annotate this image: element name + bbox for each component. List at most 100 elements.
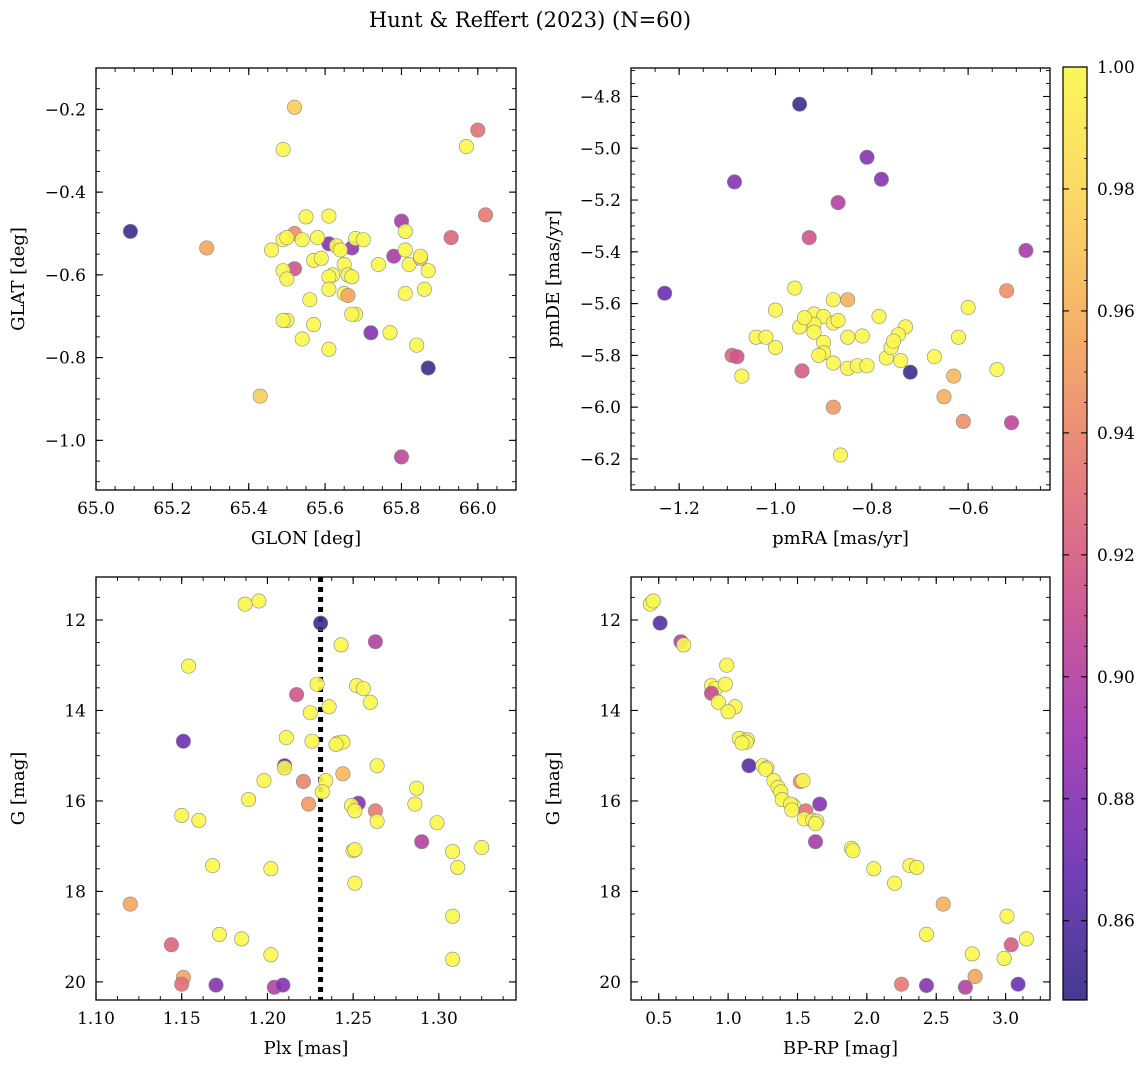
y-tick-label: 16: [64, 792, 86, 812]
x-tick-label: 1.5: [784, 1009, 811, 1029]
data-point: [734, 368, 750, 384]
data-point: [347, 803, 363, 819]
data-point: [871, 308, 887, 324]
data-point: [344, 269, 360, 285]
data-point: [313, 250, 329, 266]
data-point: [397, 242, 413, 258]
data-point: [335, 766, 351, 782]
axes-frame: [630, 67, 1051, 491]
y-tick-label: 18: [599, 882, 621, 902]
data-point: [321, 208, 337, 224]
x-tick-label: 1.25: [334, 1009, 372, 1029]
x-tick-label: 66.0: [459, 499, 497, 519]
y-tick-label: −5.0: [580, 139, 621, 159]
data-point: [445, 908, 461, 924]
y-tick-label: −0.4: [45, 183, 86, 203]
data-point: [859, 358, 875, 374]
data-point: [252, 388, 268, 404]
y-axis-label: G [mag]: [543, 752, 564, 825]
data-point: [710, 694, 726, 710]
x-tick-label: 1.0: [715, 1009, 742, 1029]
data-point: [825, 399, 841, 415]
data-point: [873, 171, 889, 187]
data-point: [807, 816, 823, 832]
data-point: [355, 232, 371, 248]
x-tick-label: 65.8: [383, 499, 421, 519]
y-tick-label: 12: [64, 611, 86, 631]
data-point: [767, 302, 783, 318]
data-point: [321, 699, 337, 715]
data-point: [726, 174, 742, 190]
data-point: [237, 596, 253, 612]
data-point: [211, 926, 227, 942]
data-point: [787, 280, 803, 296]
data-point: [935, 896, 951, 912]
data-point: [416, 281, 432, 297]
data-point: [458, 139, 474, 155]
data-point: [174, 807, 190, 823]
y-tick-label: −6.0: [580, 398, 621, 418]
x-tick-label: −0.8: [851, 499, 892, 519]
panel-glon-glat: 65.0 65.2 65.4 65.6 65.8 66.0 −0.2 −0.4 −0.6 −0.8…: [8, 67, 517, 549]
panels: 65.0 65.2 65.4 65.6 65.8 66.0 −0.2 −0.4 −0.6 −0.8…: [8, 67, 1051, 1059]
y-tick-label: −4.8: [580, 87, 621, 107]
axes-frame: [95, 67, 517, 491]
data-point: [407, 796, 423, 812]
data-point: [314, 784, 330, 800]
data-point: [811, 347, 827, 363]
data-point: [830, 312, 846, 328]
data-point: [412, 248, 428, 264]
y-tick-label: −5.4: [580, 243, 621, 263]
x-tick-label: −1.0: [755, 499, 796, 519]
data-point: [729, 349, 745, 365]
y-tick-label: −1.0: [45, 431, 86, 451]
data-point: [294, 232, 310, 248]
x-tick-label: −0.6: [947, 499, 988, 519]
data-point: [717, 676, 733, 692]
data-point: [926, 349, 942, 365]
data-point: [801, 230, 817, 246]
data-point: [286, 99, 302, 115]
data-point: [477, 207, 493, 223]
data-point: [902, 364, 918, 380]
data-point: [191, 812, 207, 828]
x-tick-label: 2.0: [853, 1009, 880, 1029]
data-point: [845, 843, 861, 859]
data-point: [825, 292, 841, 308]
data-point: [275, 977, 291, 993]
colorbar-tick-label: 0.92: [1097, 546, 1135, 566]
figure-title: Hunt & Reffert (2023) (N=60): [369, 8, 691, 32]
data-point: [414, 834, 430, 850]
data-point: [208, 977, 224, 993]
data-point: [960, 299, 976, 315]
data-point: [936, 389, 952, 405]
data-point: [328, 736, 344, 752]
data-point: [832, 447, 848, 463]
data-point: [657, 285, 673, 301]
y-tick-label: −6.2: [580, 450, 621, 470]
x-tick-label: 0.5: [645, 1009, 672, 1029]
colorbar-tick-label: 0.94: [1097, 424, 1135, 444]
data-point: [794, 363, 810, 379]
data-point: [313, 615, 329, 631]
data-point: [333, 637, 349, 653]
data-point: [181, 658, 197, 674]
data-point: [840, 329, 856, 345]
y-tick-label: 20: [64, 973, 86, 993]
data-point: [1010, 976, 1026, 992]
data-point: [302, 292, 318, 308]
y-tick-label: −5.6: [580, 295, 621, 315]
data-point: [840, 292, 856, 308]
x-tick-label: 65.6: [306, 499, 344, 519]
y-tick-label: −5.2: [580, 191, 621, 211]
data-point: [369, 813, 385, 829]
data-point: [275, 142, 291, 158]
data-point: [289, 687, 305, 703]
data-point: [362, 694, 378, 710]
data-point: [420, 263, 436, 279]
data-point: [758, 329, 774, 345]
data-point: [340, 287, 356, 303]
data-point: [429, 815, 445, 831]
data-point: [275, 312, 291, 328]
